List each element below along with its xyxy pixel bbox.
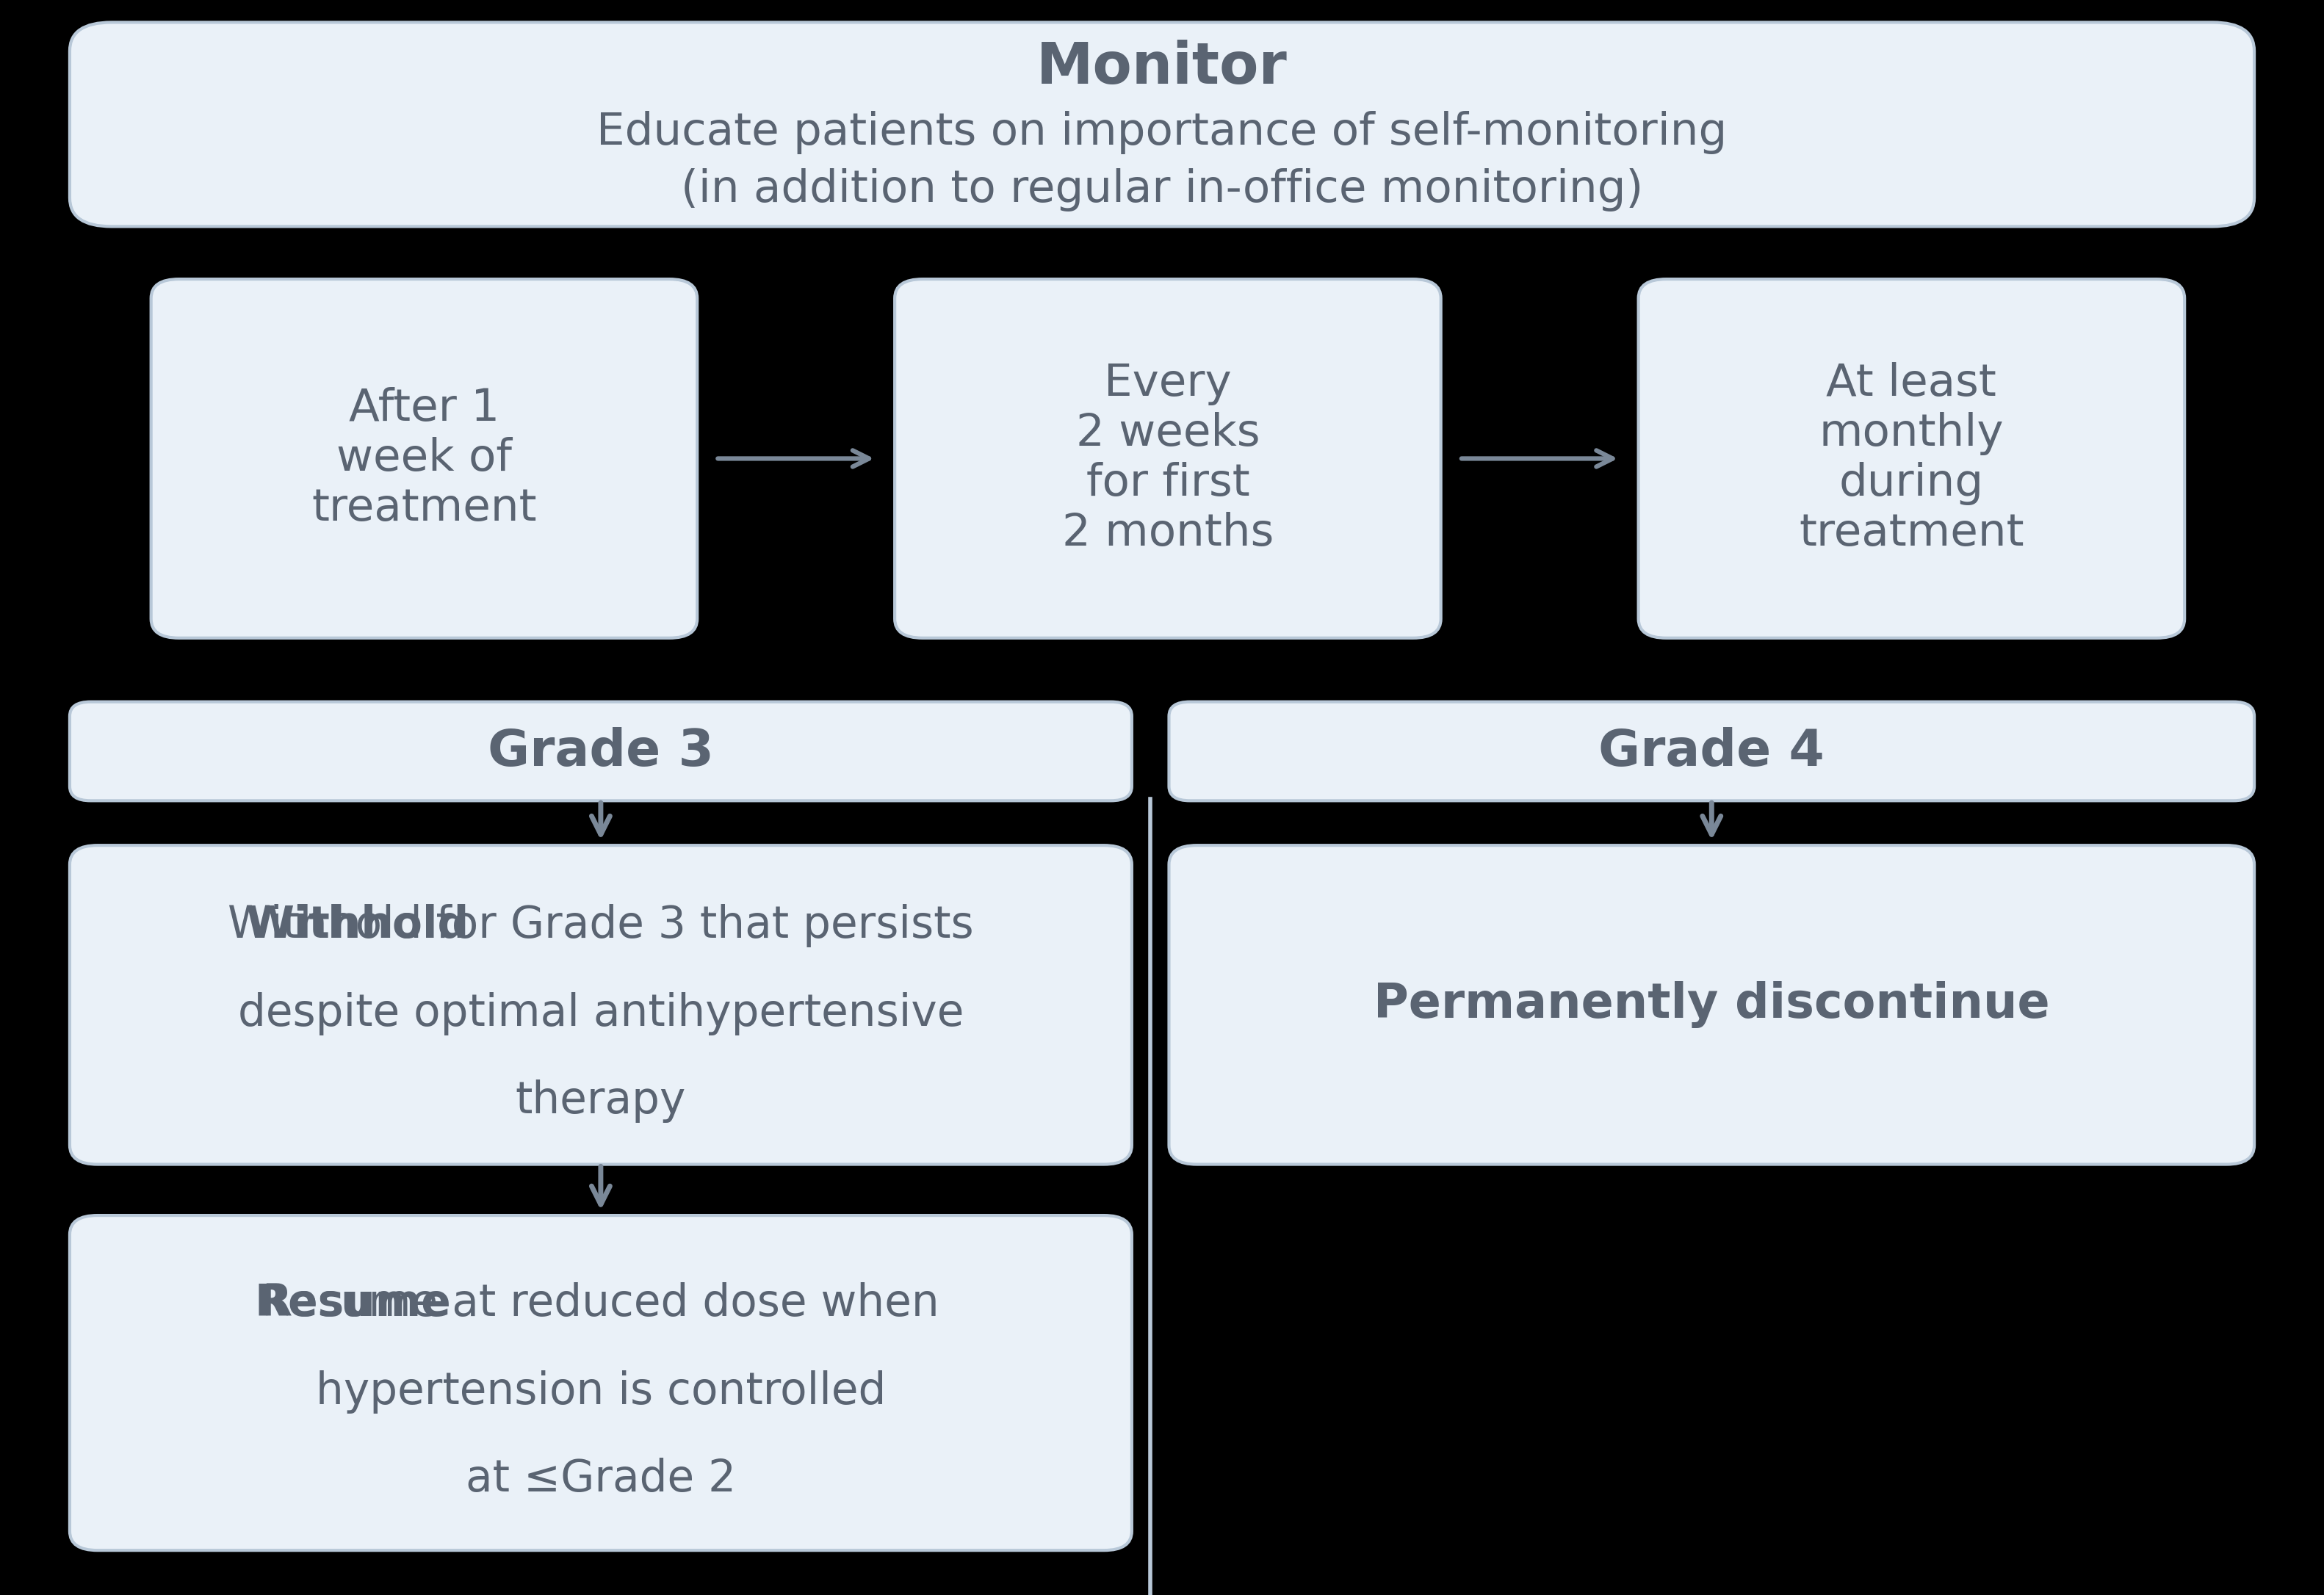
Text: despite optimal antihypertensive: despite optimal antihypertensive (237, 992, 964, 1035)
Text: hypertension is controlled: hypertension is controlled (316, 1370, 885, 1413)
FancyBboxPatch shape (70, 702, 1132, 801)
FancyBboxPatch shape (70, 22, 2254, 226)
FancyBboxPatch shape (1169, 702, 2254, 801)
Text: Grade 4: Grade 4 (1599, 727, 1824, 775)
Text: Withhold for Grade 3 that persists: Withhold for Grade 3 that persists (228, 904, 974, 947)
Text: Every
2 weeks
for first
2 months: Every 2 weeks for first 2 months (1062, 362, 1274, 555)
Text: at ≤Grade 2: at ≤Grade 2 (465, 1458, 737, 1501)
Text: Monitor: Monitor (1037, 40, 1287, 96)
Text: Educate patients on importance of self-monitoring: Educate patients on importance of self-m… (597, 112, 1727, 155)
Text: After 1
week of
treatment: After 1 week of treatment (311, 388, 537, 530)
FancyBboxPatch shape (151, 279, 697, 638)
Text: therapy: therapy (516, 1080, 686, 1123)
Text: Resume at reduced dose when: Resume at reduced dose when (263, 1282, 939, 1325)
Text: Withhold: Withhold (246, 904, 469, 947)
Text: Permanently discontinue: Permanently discontinue (1373, 981, 2050, 1029)
FancyBboxPatch shape (70, 845, 1132, 1164)
Text: At least
monthly
during
treatment: At least monthly during treatment (1799, 362, 2024, 555)
FancyBboxPatch shape (70, 1215, 1132, 1550)
FancyBboxPatch shape (1169, 845, 2254, 1164)
Text: Resume: Resume (256, 1282, 451, 1325)
Text: (in addition to regular in-office monitoring): (in addition to regular in-office monito… (681, 167, 1643, 212)
Text: Grade 3: Grade 3 (488, 727, 713, 775)
FancyBboxPatch shape (895, 279, 1441, 638)
FancyBboxPatch shape (1638, 279, 2185, 638)
